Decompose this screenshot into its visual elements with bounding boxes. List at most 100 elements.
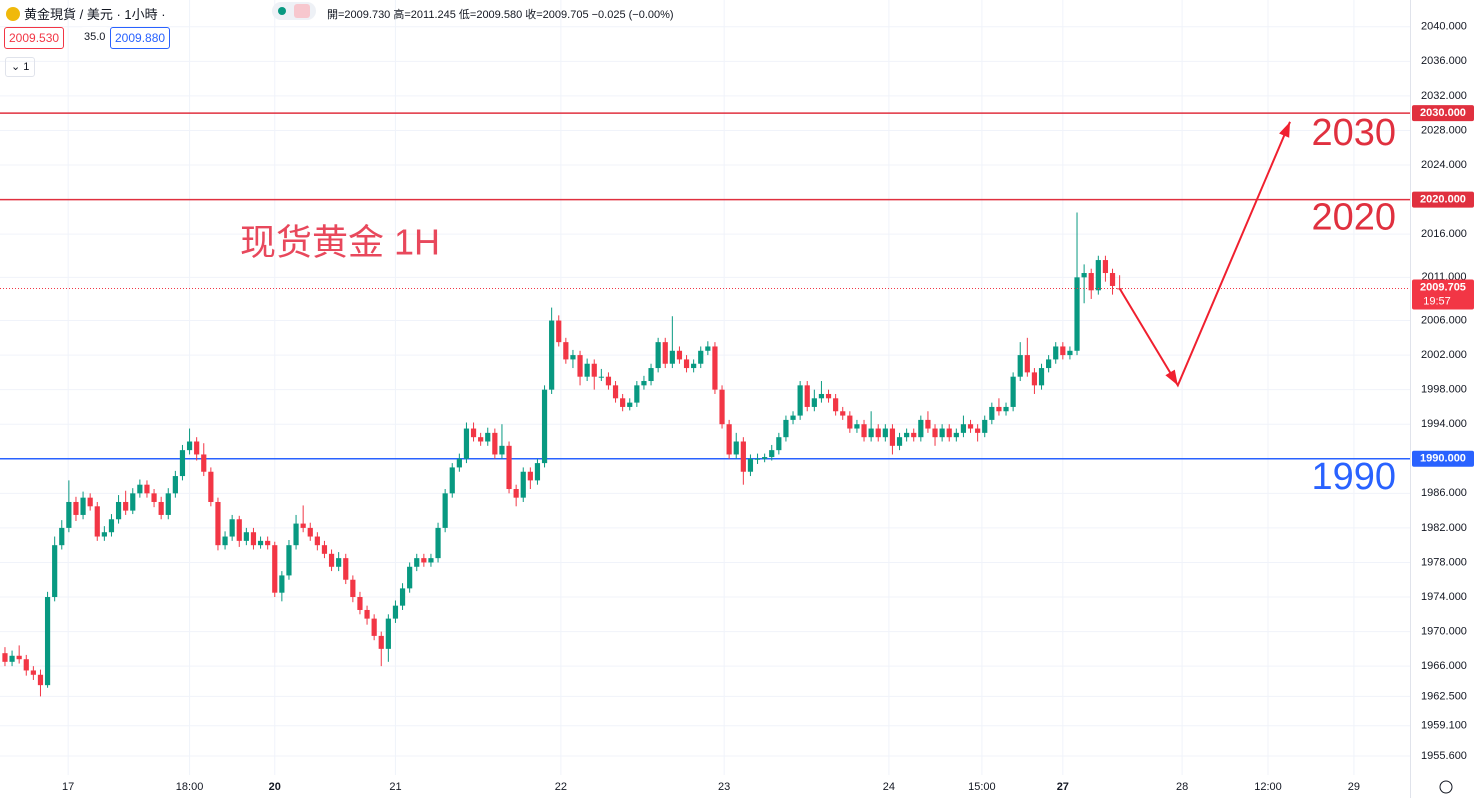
candle-body	[513, 489, 519, 498]
candle-body	[676, 350, 683, 360]
candle-body	[946, 428, 952, 438]
candle-body	[563, 342, 569, 360]
candle-body	[541, 389, 548, 464]
arrow-head	[1165, 369, 1178, 386]
candle-body	[811, 398, 817, 407]
candle-body	[669, 350, 675, 364]
status-dot	[278, 7, 286, 15]
candle-body	[776, 437, 782, 451]
sell-button[interactable]: 2009.530	[4, 27, 65, 49]
symbol[interactable]: 黄金現貨 / 美元 · 1小時 ·	[6, 4, 166, 23]
candle-body	[1109, 273, 1116, 286]
level-annotation: 1990	[1311, 456, 1396, 498]
candle-body	[960, 424, 967, 433]
level-axis-box	[1412, 191, 1474, 208]
status-pill[interactable]	[272, 2, 316, 20]
y-tick-label: 2016.000	[1421, 228, 1467, 240]
candle-body	[783, 419, 789, 438]
candle-body	[350, 579, 356, 598]
candle-body	[44, 597, 51, 686]
candle-body	[847, 415, 853, 429]
x-tick-label: 20	[269, 781, 281, 793]
candle-body	[911, 432, 917, 438]
candle-body	[250, 532, 257, 546]
candle-body	[506, 445, 512, 490]
candle-body	[30, 670, 36, 675]
level-axis-box	[1412, 105, 1474, 122]
settings-icon[interactable]	[1439, 780, 1453, 794]
candle-body	[414, 558, 420, 567]
candle-body	[172, 476, 178, 494]
candle-body	[868, 428, 874, 438]
candle-body	[87, 497, 93, 507]
level-axis-box	[1412, 450, 1474, 467]
candle-body	[882, 428, 888, 438]
candle-body	[1003, 406, 1009, 412]
status-icon	[294, 4, 310, 18]
candle-body	[2, 653, 8, 662]
y-tick-label: 1974.000	[1421, 591, 1467, 603]
candle-body	[399, 588, 406, 606]
candle-body	[989, 406, 995, 420]
candle-body	[158, 501, 164, 515]
candle-body	[321, 545, 328, 554]
y-tick-label: 1998.000	[1421, 384, 1467, 396]
countdown-label: 19:57	[1423, 295, 1451, 307]
buy-button[interactable]: 2009.880	[110, 27, 171, 49]
candle-body	[492, 432, 498, 455]
spread: 35.0	[80, 27, 110, 47]
candle-body	[407, 566, 413, 589]
y-tick-label: 2028.000	[1421, 124, 1467, 136]
interval-dropdown[interactable]: ⌄ 1	[5, 57, 36, 77]
candle-body	[208, 471, 214, 502]
y-tick-label: 2002.000	[1421, 349, 1467, 361]
candle-body	[1067, 350, 1073, 356]
candle-body	[591, 363, 597, 377]
y-tick-label: 1966.000	[1421, 660, 1467, 672]
x-tick-label: 27	[1057, 781, 1069, 793]
candle-body	[463, 428, 470, 459]
candle-body	[584, 363, 590, 377]
candle-body	[570, 355, 576, 360]
candle-body	[1046, 359, 1052, 369]
candle-body	[421, 558, 427, 563]
candle-body	[804, 385, 810, 407]
y-tick-label: 1982.000	[1421, 522, 1467, 534]
candle-body	[1095, 260, 1101, 291]
candle-body	[939, 428, 945, 438]
candle-body	[1060, 346, 1066, 356]
candle-body	[1074, 277, 1080, 351]
candle-body	[364, 609, 370, 619]
x-tick-label: 29	[1348, 781, 1360, 793]
x-tick-label: 15:00	[968, 781, 996, 793]
candle-body	[186, 441, 193, 451]
candle-body	[478, 437, 484, 442]
candle-body	[194, 441, 200, 455]
candle-body	[1038, 368, 1045, 386]
candle-body	[683, 359, 690, 369]
candle-body	[293, 523, 299, 546]
level-axis-label: 2020.000	[1420, 193, 1466, 205]
annotation: 现货黄金 1H	[240, 222, 440, 263]
candle-body	[300, 523, 306, 528]
candle-body	[747, 458, 754, 472]
candle-body	[953, 432, 959, 438]
candle-body	[982, 419, 988, 433]
candle-body	[1081, 273, 1087, 278]
candle-body	[101, 532, 107, 537]
candle-body	[833, 398, 839, 412]
candle-body	[840, 411, 846, 416]
candle-body	[527, 471, 533, 481]
candle-body	[726, 424, 732, 455]
candle-body	[59, 527, 65, 546]
candle-body	[343, 558, 349, 580]
candle-body	[16, 655, 22, 660]
candle-body	[769, 450, 775, 458]
candle-body	[229, 519, 235, 537]
candle-body	[634, 385, 640, 403]
candle-body	[52, 545, 58, 598]
y-tick-label: 1986.000	[1421, 487, 1467, 499]
y-tick-label: 2036.000	[1421, 55, 1467, 67]
